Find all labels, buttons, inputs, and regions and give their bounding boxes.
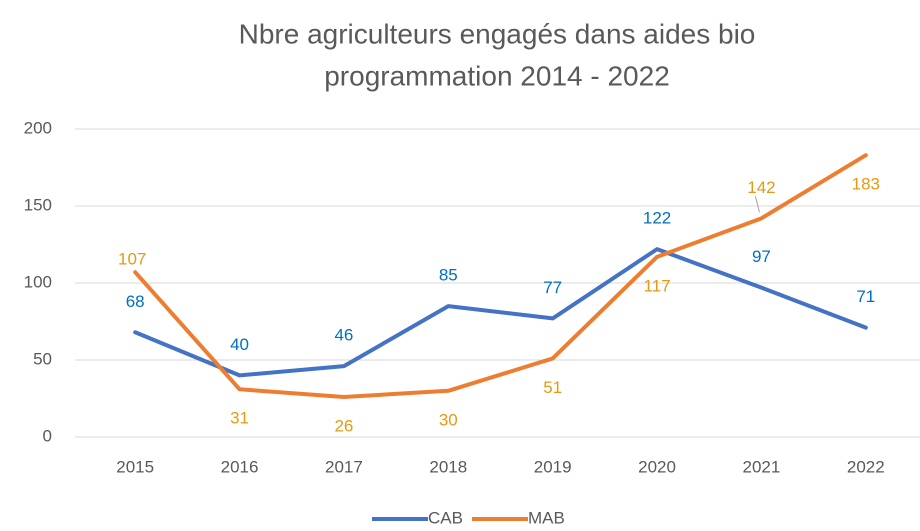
chart-title: Nbre agriculteurs engagés dans aides bio: [239, 18, 756, 49]
data-label: 71: [856, 287, 875, 306]
x-tick-label: 2022: [847, 457, 885, 476]
line-series: [133, 247, 868, 378]
y-tick-label: 50: [33, 349, 52, 368]
data-label: 183: [852, 175, 880, 194]
data-label: 40: [230, 335, 249, 354]
chart-title: programmation 2014 - 2022: [324, 60, 670, 91]
x-tick-label: 2016: [221, 457, 259, 476]
data-label: 85: [439, 266, 458, 285]
x-tick-label: 2019: [534, 457, 572, 476]
x-tick-label: 2017: [325, 457, 363, 476]
leader-line: [754, 196, 760, 213]
y-tick-label: 0: [43, 426, 52, 445]
x-tick-label: 2020: [638, 457, 676, 476]
data-label: 26: [334, 416, 353, 435]
legend-label: CAB: [428, 508, 463, 527]
data-label: 51: [543, 378, 562, 397]
data-label: 97: [752, 247, 771, 266]
data-label: 117: [644, 276, 671, 295]
data-label: 142: [747, 178, 775, 197]
data-label: 122: [643, 209, 671, 228]
x-tick-label: 2021: [743, 457, 781, 476]
legend-label: MAB: [528, 508, 565, 527]
x-tick-label: 2015: [116, 457, 154, 476]
data-label: 68: [126, 292, 145, 311]
data-label: 107: [118, 250, 146, 269]
data-label: 46: [334, 326, 353, 345]
y-tick-label: 200: [24, 118, 52, 137]
data-label: 31: [230, 409, 249, 428]
line-series: [133, 153, 868, 399]
y-tick-label: 100: [24, 272, 52, 291]
data-label: 77: [543, 278, 562, 297]
y-tick-label: 150: [24, 195, 52, 214]
data-label: 30: [439, 410, 458, 429]
x-tick-label: 2018: [429, 457, 467, 476]
